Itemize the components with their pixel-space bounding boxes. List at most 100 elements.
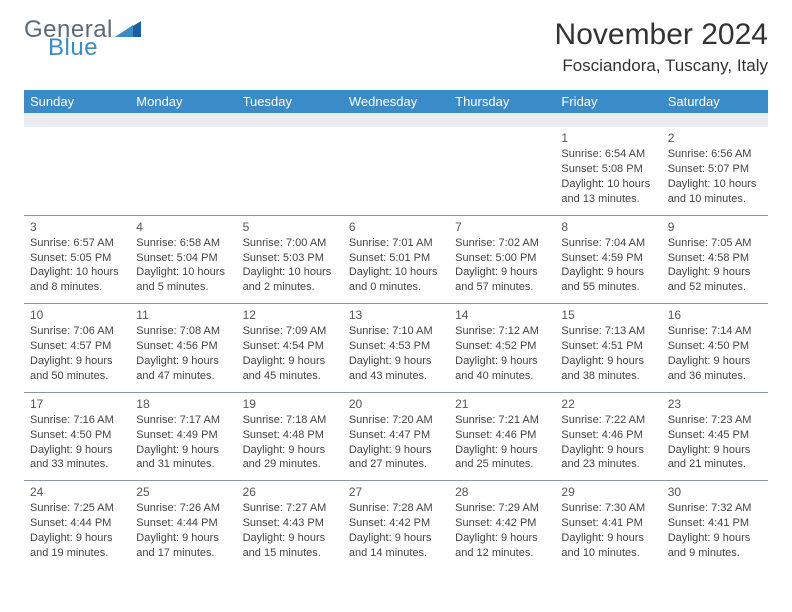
daylight-text: Daylight: 9 hours and 43 minutes.	[349, 354, 443, 384]
day-number: 24	[30, 484, 124, 500]
calendar: SundayMondayTuesdayWednesdayThursdayFrid…	[24, 90, 768, 569]
day-number: 16	[668, 307, 762, 323]
daylight-text: Daylight: 9 hours and 15 minutes.	[243, 531, 337, 561]
sunrise-text: Sunrise: 7:06 AM	[30, 324, 124, 339]
daylight-text: Daylight: 9 hours and 45 minutes.	[243, 354, 337, 384]
day-number: 8	[561, 219, 655, 235]
subheader-strip	[24, 113, 768, 127]
empty-cell	[130, 127, 236, 215]
sunset-text: Sunset: 4:57 PM	[30, 339, 124, 354]
day-cell: 25Sunrise: 7:26 AMSunset: 4:44 PMDayligh…	[130, 481, 236, 569]
day-cell: 7Sunrise: 7:02 AMSunset: 5:00 PMDaylight…	[449, 216, 555, 304]
day-number: 23	[668, 396, 762, 412]
weeks-container: 1Sunrise: 6:54 AMSunset: 5:08 PMDaylight…	[24, 127, 768, 569]
sunset-text: Sunset: 4:42 PM	[349, 516, 443, 531]
day-number: 29	[561, 484, 655, 500]
sunrise-text: Sunrise: 7:16 AM	[30, 413, 124, 428]
day-cell: 23Sunrise: 7:23 AMSunset: 4:45 PMDayligh…	[662, 393, 768, 481]
day-number: 7	[455, 219, 549, 235]
day-cell: 2Sunrise: 6:56 AMSunset: 5:07 PMDaylight…	[662, 127, 768, 215]
daylight-text: Daylight: 10 hours and 13 minutes.	[561, 177, 655, 207]
day-number: 5	[243, 219, 337, 235]
sunset-text: Sunset: 4:52 PM	[455, 339, 549, 354]
day-cell: 6Sunrise: 7:01 AMSunset: 5:01 PMDaylight…	[343, 216, 449, 304]
daylight-text: Daylight: 9 hours and 57 minutes.	[455, 265, 549, 295]
sunrise-text: Sunrise: 7:12 AM	[455, 324, 549, 339]
sunrise-text: Sunrise: 7:30 AM	[561, 501, 655, 516]
week-row: 10Sunrise: 7:06 AMSunset: 4:57 PMDayligh…	[24, 304, 768, 393]
sunrise-text: Sunrise: 6:54 AM	[561, 147, 655, 162]
header: General Blue November 2024 Fosciandora, …	[24, 18, 768, 76]
day-number: 17	[30, 396, 124, 412]
sunrise-text: Sunrise: 7:17 AM	[136, 413, 230, 428]
day-cell: 11Sunrise: 7:08 AMSunset: 4:56 PMDayligh…	[130, 304, 236, 392]
day-cell: 26Sunrise: 7:27 AMSunset: 4:43 PMDayligh…	[237, 481, 343, 569]
day-number: 25	[136, 484, 230, 500]
sunset-text: Sunset: 4:45 PM	[668, 428, 762, 443]
sunset-text: Sunset: 4:50 PM	[668, 339, 762, 354]
daylight-text: Daylight: 9 hours and 36 minutes.	[668, 354, 762, 384]
sunset-text: Sunset: 4:41 PM	[668, 516, 762, 531]
sunrise-text: Sunrise: 7:26 AM	[136, 501, 230, 516]
day-number: 15	[561, 307, 655, 323]
sunset-text: Sunset: 5:05 PM	[30, 251, 124, 266]
sunrise-text: Sunrise: 7:02 AM	[455, 236, 549, 251]
month-title: November 2024	[555, 18, 768, 52]
sunset-text: Sunset: 4:47 PM	[349, 428, 443, 443]
day-cell: 1Sunrise: 6:54 AMSunset: 5:08 PMDaylight…	[555, 127, 661, 215]
sunset-text: Sunset: 4:49 PM	[136, 428, 230, 443]
daylight-text: Daylight: 9 hours and 33 minutes.	[30, 443, 124, 473]
daylight-text: Daylight: 9 hours and 10 minutes.	[561, 531, 655, 561]
day-number: 19	[243, 396, 337, 412]
title-block: November 2024 Fosciandora, Tuscany, Ital…	[555, 18, 768, 76]
day-number: 30	[668, 484, 762, 500]
sunrise-text: Sunrise: 7:05 AM	[668, 236, 762, 251]
sunset-text: Sunset: 4:53 PM	[349, 339, 443, 354]
empty-cell	[449, 127, 555, 215]
sunset-text: Sunset: 5:08 PM	[561, 162, 655, 177]
week-row: 24Sunrise: 7:25 AMSunset: 4:44 PMDayligh…	[24, 481, 768, 569]
sunset-text: Sunset: 4:46 PM	[561, 428, 655, 443]
day-cell: 5Sunrise: 7:00 AMSunset: 5:03 PMDaylight…	[237, 216, 343, 304]
daylight-text: Daylight: 9 hours and 19 minutes.	[30, 531, 124, 561]
day-cell: 14Sunrise: 7:12 AMSunset: 4:52 PMDayligh…	[449, 304, 555, 392]
sunset-text: Sunset: 5:01 PM	[349, 251, 443, 266]
daylight-text: Daylight: 10 hours and 8 minutes.	[30, 265, 124, 295]
day-number: 12	[243, 307, 337, 323]
day-cell: 4Sunrise: 6:58 AMSunset: 5:04 PMDaylight…	[130, 216, 236, 304]
sunset-text: Sunset: 4:51 PM	[561, 339, 655, 354]
sunrise-text: Sunrise: 7:14 AM	[668, 324, 762, 339]
weekday-header: Friday	[555, 90, 661, 113]
day-cell: 17Sunrise: 7:16 AMSunset: 4:50 PMDayligh…	[24, 393, 130, 481]
sunset-text: Sunset: 4:56 PM	[136, 339, 230, 354]
sunset-text: Sunset: 5:04 PM	[136, 251, 230, 266]
sunset-text: Sunset: 5:00 PM	[455, 251, 549, 266]
weekday-header: Monday	[130, 90, 236, 113]
day-cell: 8Sunrise: 7:04 AMSunset: 4:59 PMDaylight…	[555, 216, 661, 304]
day-number: 9	[668, 219, 762, 235]
sunset-text: Sunset: 4:59 PM	[561, 251, 655, 266]
day-cell: 28Sunrise: 7:29 AMSunset: 4:42 PMDayligh…	[449, 481, 555, 569]
location: Fosciandora, Tuscany, Italy	[555, 56, 768, 76]
daylight-text: Daylight: 9 hours and 23 minutes.	[561, 443, 655, 473]
sunrise-text: Sunrise: 7:25 AM	[30, 501, 124, 516]
daylight-text: Daylight: 9 hours and 27 minutes.	[349, 443, 443, 473]
weekday-header: Saturday	[662, 90, 768, 113]
day-cell: 3Sunrise: 6:57 AMSunset: 5:05 PMDaylight…	[24, 216, 130, 304]
weekday-header-row: SundayMondayTuesdayWednesdayThursdayFrid…	[24, 90, 768, 113]
day-number: 6	[349, 219, 443, 235]
sunrise-text: Sunrise: 7:21 AM	[455, 413, 549, 428]
weekday-header: Thursday	[449, 90, 555, 113]
daylight-text: Daylight: 9 hours and 40 minutes.	[455, 354, 549, 384]
weekday-header: Sunday	[24, 90, 130, 113]
sunrise-text: Sunrise: 7:13 AM	[561, 324, 655, 339]
week-row: 17Sunrise: 7:16 AMSunset: 4:50 PMDayligh…	[24, 393, 768, 482]
daylight-text: Daylight: 9 hours and 47 minutes.	[136, 354, 230, 384]
day-number: 2	[668, 130, 762, 146]
sunset-text: Sunset: 4:43 PM	[243, 516, 337, 531]
daylight-text: Daylight: 10 hours and 5 minutes.	[136, 265, 230, 295]
sunrise-text: Sunrise: 6:57 AM	[30, 236, 124, 251]
empty-cell	[343, 127, 449, 215]
daylight-text: Daylight: 9 hours and 29 minutes.	[243, 443, 337, 473]
sunset-text: Sunset: 4:48 PM	[243, 428, 337, 443]
